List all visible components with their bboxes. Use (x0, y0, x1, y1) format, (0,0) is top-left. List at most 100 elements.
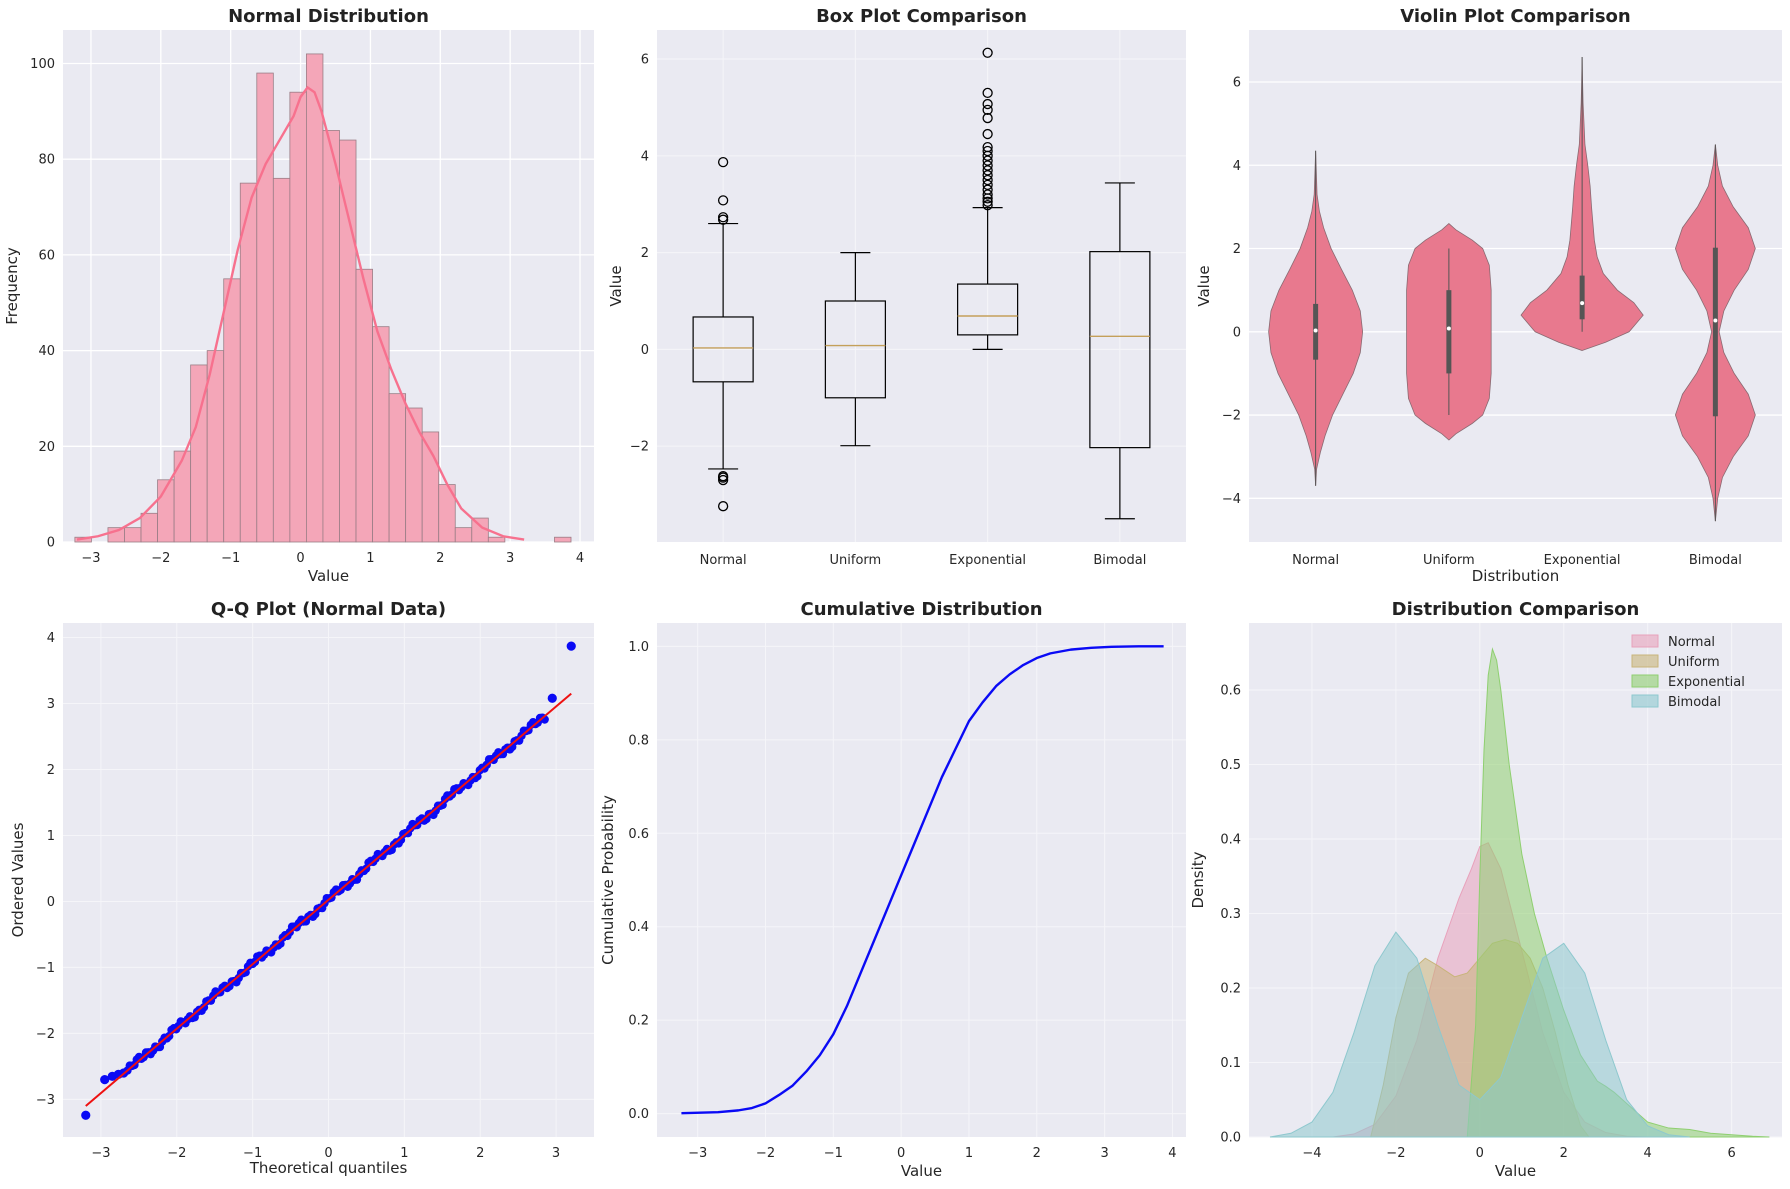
histogram-bar (339, 139, 357, 543)
violin-iqr-box (1579, 275, 1585, 320)
legend-label: Exponential (1668, 675, 1745, 690)
outlier-point (717, 156, 729, 168)
outlier-point (982, 170, 993, 181)
histogram-bar (405, 407, 423, 543)
outlier-point (982, 87, 993, 99)
x-tick-label: 2 (1560, 1146, 1568, 1161)
outlier-point (982, 179, 993, 191)
box (824, 300, 886, 399)
x-axis-label: Value (901, 1162, 942, 1180)
x-tick-label: −2 (1386, 1146, 1405, 1161)
y-tick-label: 80 (38, 153, 55, 168)
histogram-bar (289, 91, 307, 543)
x-tick-label: 1 (366, 551, 374, 566)
outlier-point (982, 145, 993, 157)
x-tick-label: −1 (824, 1146, 843, 1161)
x-tick-label: Uniform (1423, 553, 1475, 568)
y-tick-label: 4 (47, 631, 55, 646)
plot-area (657, 623, 1186, 1137)
violin-iqr-box (1446, 290, 1452, 374)
histogram-bar (322, 130, 340, 543)
x-tick-label: 3 (552, 1146, 560, 1161)
outlier-point (982, 200, 993, 211)
legend-swatch (1631, 674, 1659, 688)
histogram-bar (239, 182, 258, 543)
x-tick-label: 0 (897, 1146, 905, 1161)
x-tick-label: 6 (1727, 1146, 1735, 1161)
histogram-bar (124, 527, 142, 543)
chart-title: Normal Distribution (228, 6, 429, 27)
y-tick-label: 1.0 (628, 640, 649, 655)
y-tick-label: −3 (36, 1093, 55, 1108)
y-tick-label: 60 (38, 248, 55, 263)
legend-swatch (1631, 634, 1659, 648)
x-tick-label: −3 (91, 1146, 110, 1161)
panel-normal-distribution: 0 20 40 60 80 100 −3 −2 −1 0 1 2 3 4 Normal Distributi… (3, 6, 594, 585)
y-tick-label: 0.5 (1220, 758, 1241, 773)
outlier-point (982, 193, 993, 204)
x-tick-label: −2 (151, 551, 170, 566)
kde-curve (76, 85, 525, 541)
violin-median (1580, 301, 1585, 306)
panel-box-plot-comparison: −2 0 2 4 6 Box Plot Comparison Value Normal Unif… (607, 6, 1186, 568)
x-tick-label: 2 (436, 551, 444, 566)
qq-point (566, 641, 576, 651)
fit-line (85, 692, 572, 1107)
y-tick-label: 3 (47, 697, 55, 712)
histogram-bar (454, 527, 473, 543)
histogram-bar (306, 53, 324, 543)
y-axis-label: Cumulative Probability (599, 795, 617, 965)
x-tick-label: −3 (81, 551, 100, 566)
x-tick-label: −1 (221, 551, 240, 566)
x-tick-label: Uniform (830, 553, 882, 568)
histogram-bar (487, 536, 506, 543)
y-tick-label: −2 (36, 1027, 55, 1042)
x-tick-label: Exponential (1544, 553, 1621, 568)
y-tick-label: 0.3 (1220, 907, 1241, 922)
y-tick-label: 40 (38, 344, 55, 359)
x-tick-label: −3 (688, 1146, 707, 1161)
histogram-bar (355, 268, 373, 543)
outlier-point (717, 214, 729, 225)
chart-title: Violin Plot Comparison (1400, 6, 1630, 27)
x-tick-label: 4 (1168, 1146, 1176, 1161)
y-tick-label: 0 (1233, 325, 1241, 340)
outlier-point (982, 98, 993, 110)
y-tick-label: 0.8 (628, 733, 649, 748)
violin-median (1446, 326, 1451, 331)
y-tick-label: 4 (1233, 159, 1241, 174)
legend-label: Bimodal (1668, 695, 1721, 710)
x-axis-label: Value (1495, 1162, 1536, 1180)
x-tick-label: 4 (576, 551, 584, 566)
x-tick-label: Bimodal (1093, 553, 1146, 568)
x-tick-label: Exponential (949, 553, 1026, 568)
y-tick-label: 2 (1233, 242, 1241, 257)
y-tick-label: 6 (1233, 76, 1241, 91)
x-axis-label: Value (308, 567, 349, 585)
y-tick-label: −4 (1222, 492, 1241, 507)
histogram-bar (421, 431, 440, 543)
y-tick-label: −2 (630, 440, 649, 455)
legend-label: Normal (1668, 635, 1715, 650)
x-tick-label: 1 (400, 1146, 408, 1161)
y-axis-label: Frequency (3, 247, 21, 325)
x-tick-label: −2 (167, 1146, 186, 1161)
y-tick-label: 0.4 (628, 920, 649, 935)
x-axis-label: Distribution (1472, 567, 1560, 585)
y-tick-label: −1 (36, 961, 55, 976)
y-tick-label: 4 (641, 149, 649, 164)
qq-point (547, 693, 557, 703)
panel-cumulative-distribution: 0.0 0.2 0.4 0.6 0.8 1.0 −3 −2 −1 0 1 2 3 4 Cumulative … (599, 599, 1186, 1180)
x-tick-label: Bimodal (1689, 553, 1742, 568)
y-axis-label: Ordered Values (9, 822, 27, 937)
x-tick-label: Normal (700, 553, 747, 568)
x-tick-label: −1 (243, 1146, 262, 1161)
y-tick-label: −2 (1222, 409, 1241, 424)
histogram-bar (388, 393, 407, 543)
histogram-bar (272, 177, 291, 543)
outlier-point (982, 155, 993, 166)
legend-label: Uniform (1668, 655, 1720, 670)
outlier-point (982, 150, 993, 161)
x-tick-label: 0 (1476, 1146, 1484, 1161)
